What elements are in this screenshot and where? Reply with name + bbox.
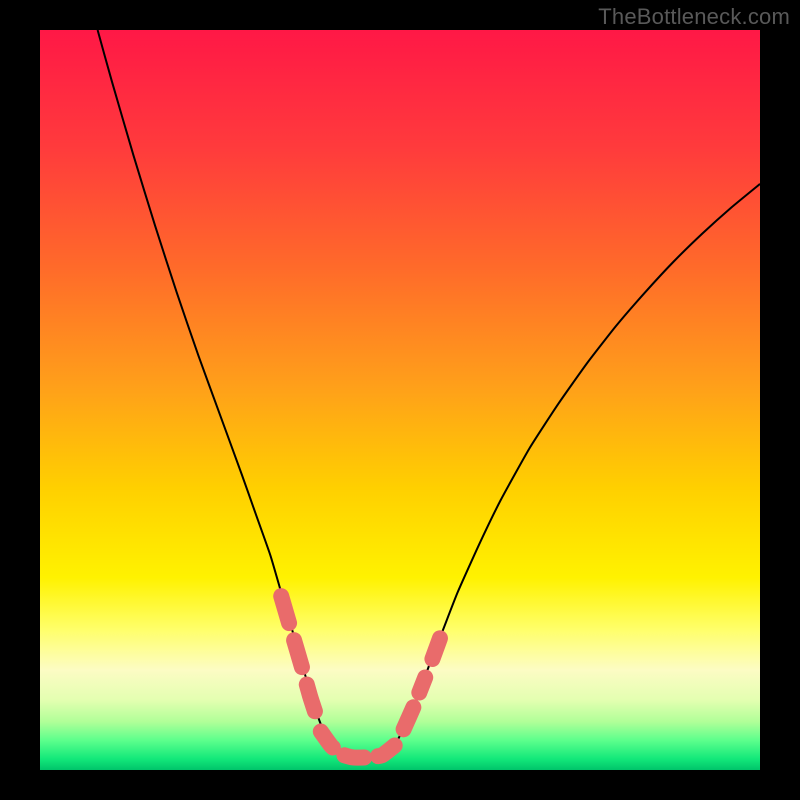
plot-background: [40, 30, 760, 770]
highlight-segment-3: [432, 629, 443, 659]
chart-root: TheBottleneck.com: [0, 0, 800, 800]
bottleneck-chart: [0, 0, 800, 800]
